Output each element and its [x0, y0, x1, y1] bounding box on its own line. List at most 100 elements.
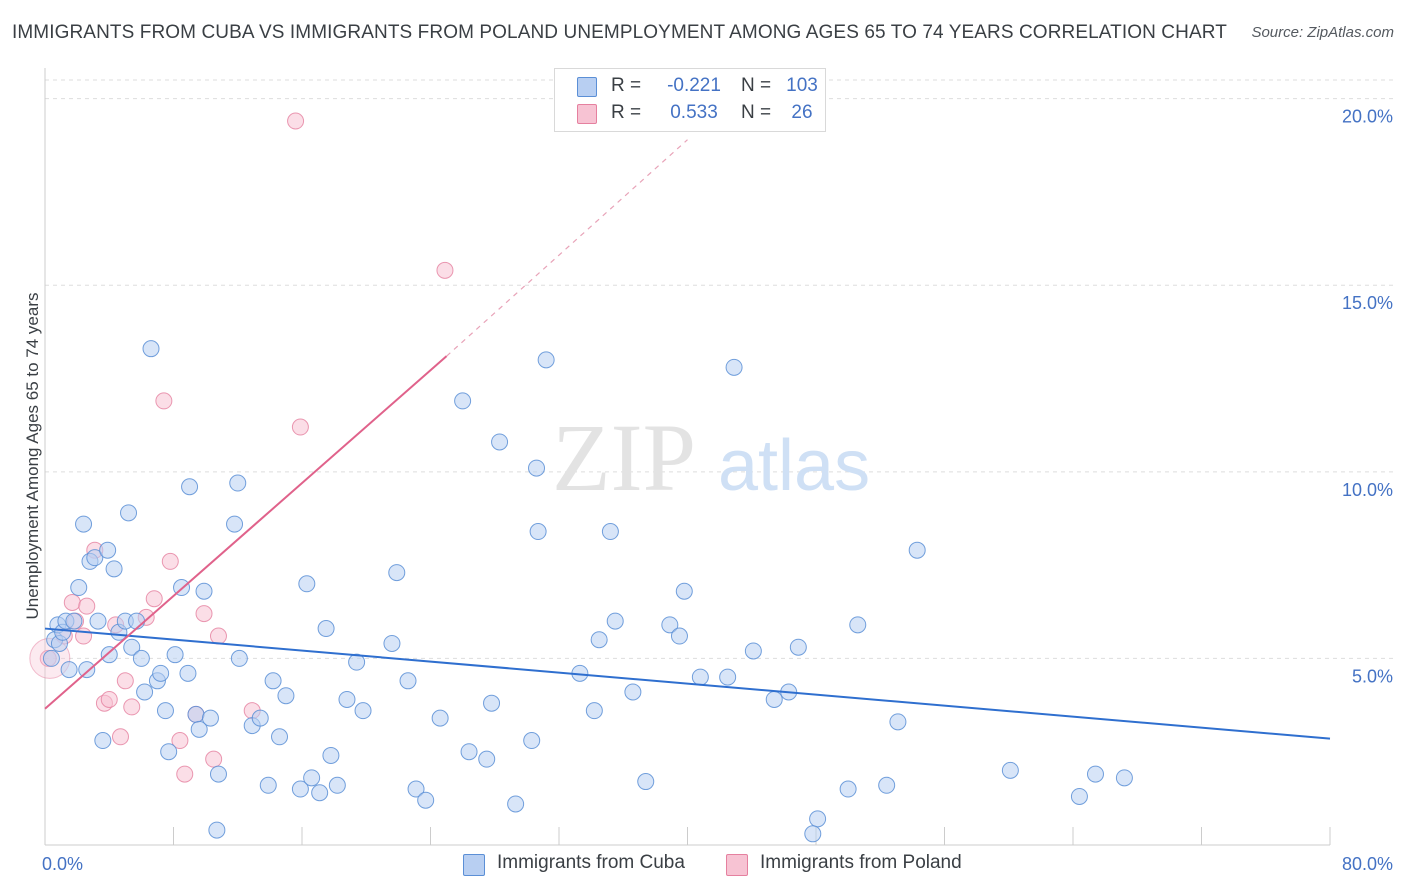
source-label: Source: ZipAtlas.com	[1251, 24, 1394, 41]
y-axis-label: Unemployment Among Ages 65 to 74 years	[23, 293, 42, 620]
chart-title: IMMIGRANTS FROM CUBA VS IMMIGRANTS FROM …	[12, 22, 1227, 43]
cuba-point	[719, 668, 737, 686]
poland-legend-swatch	[726, 854, 748, 876]
cuba-point	[624, 683, 642, 701]
cuba-point	[160, 743, 178, 761]
poland-point	[176, 765, 194, 783]
cuba-point	[407, 780, 425, 798]
cuba-point	[675, 582, 693, 600]
poland-r-label: R =	[611, 102, 642, 123]
cuba-point	[201, 709, 219, 727]
cuba-point	[491, 433, 509, 451]
cuba-point	[523, 732, 541, 750]
cuba-legend-label: Immigrants from Cuba	[497, 852, 685, 873]
gridlines	[45, 79, 1395, 659]
trend-lines	[44, 139, 1331, 740]
cuba-legend-swatch	[463, 854, 485, 876]
cuba-n-value: 103	[786, 75, 818, 96]
cuba-point	[277, 687, 295, 705]
poland-trend-line	[44, 355, 448, 710]
cuba-point	[601, 523, 619, 541]
cuba-point	[311, 784, 329, 802]
cuba-point	[354, 702, 372, 720]
cuba-point	[132, 649, 150, 667]
cuba-point	[454, 392, 472, 410]
cuba-point	[75, 515, 93, 533]
cuba-point	[303, 769, 321, 787]
cuba-point	[156, 702, 174, 720]
poland-point	[171, 732, 189, 750]
cuba-point	[120, 504, 138, 522]
cuba-point	[209, 765, 227, 783]
cuba-point	[78, 661, 96, 679]
y-tick-label: 20.0%	[1342, 107, 1393, 127]
cuba-point	[99, 541, 117, 559]
cuba-point	[417, 791, 435, 809]
cuba-point	[264, 672, 282, 690]
cuba-trend-line	[44, 627, 1331, 740]
cuba-point	[317, 620, 335, 638]
cuba-point	[42, 649, 60, 667]
cuba-point	[166, 646, 184, 664]
cuba-point	[839, 780, 857, 798]
cuba-point	[251, 709, 269, 727]
cuba-point	[298, 575, 316, 593]
poland-n-value: 26	[791, 102, 813, 123]
cuba-point	[585, 702, 603, 720]
cuba-point	[60, 661, 78, 679]
poland-point	[195, 605, 213, 623]
cuba-point	[590, 631, 608, 649]
cuba-point	[105, 560, 123, 578]
cuba-point	[152, 664, 170, 682]
cuba-point	[908, 541, 926, 559]
watermark-zip: ZIP	[552, 404, 696, 511]
poland-point	[205, 750, 223, 768]
tick-labels: 5.0% 10.0% 15.0% 20.0% 0.0% 80.0%	[42, 107, 1393, 874]
cuba-point	[1070, 787, 1088, 805]
cuba-point	[725, 358, 743, 376]
cuba-point	[181, 478, 199, 496]
x-tick-label-min: 0.0%	[42, 854, 83, 874]
cuba-point	[89, 612, 107, 630]
cuba-point	[94, 732, 112, 750]
poland-point	[145, 590, 163, 608]
cuba-point	[1001, 761, 1019, 779]
cuba-point	[322, 746, 340, 764]
poland-point	[291, 418, 309, 436]
cuba-point	[637, 773, 655, 791]
cuba-point	[136, 683, 154, 701]
poland-point	[287, 112, 305, 130]
cuba-point	[809, 810, 827, 828]
cuba-swatch	[577, 77, 597, 97]
cuba-point	[537, 351, 555, 369]
y-tick-label: 5.0%	[1352, 666, 1393, 686]
cuba-point	[849, 616, 867, 634]
cuba-point	[661, 616, 679, 634]
cuba-point	[190, 720, 208, 738]
cuba-point	[230, 649, 248, 667]
cuba-point	[606, 612, 624, 630]
cuba-point	[226, 515, 244, 533]
cuba-point	[229, 474, 247, 492]
cuba-point	[179, 664, 197, 682]
poland-point	[116, 672, 134, 690]
cuba-point	[271, 728, 289, 746]
cuba-point	[328, 776, 346, 794]
y-tick-label: 10.0%	[1342, 480, 1393, 500]
cuba-point	[529, 523, 547, 541]
x-tick-label-max: 80.0%	[1342, 854, 1393, 874]
cuba-point	[187, 705, 205, 723]
poland-point	[100, 690, 118, 708]
cuba-point	[348, 653, 366, 671]
poland-n-label: N =	[741, 102, 772, 123]
poland-trend-extension	[446, 139, 688, 357]
cuba-point	[128, 612, 146, 630]
cuba-r-label: R =	[611, 75, 642, 96]
cuba-point	[528, 459, 546, 477]
poland-point	[78, 597, 96, 615]
cuba-point	[691, 668, 709, 686]
poland-point	[436, 261, 454, 279]
cuba-point	[383, 634, 401, 652]
cuba-point	[483, 694, 501, 712]
